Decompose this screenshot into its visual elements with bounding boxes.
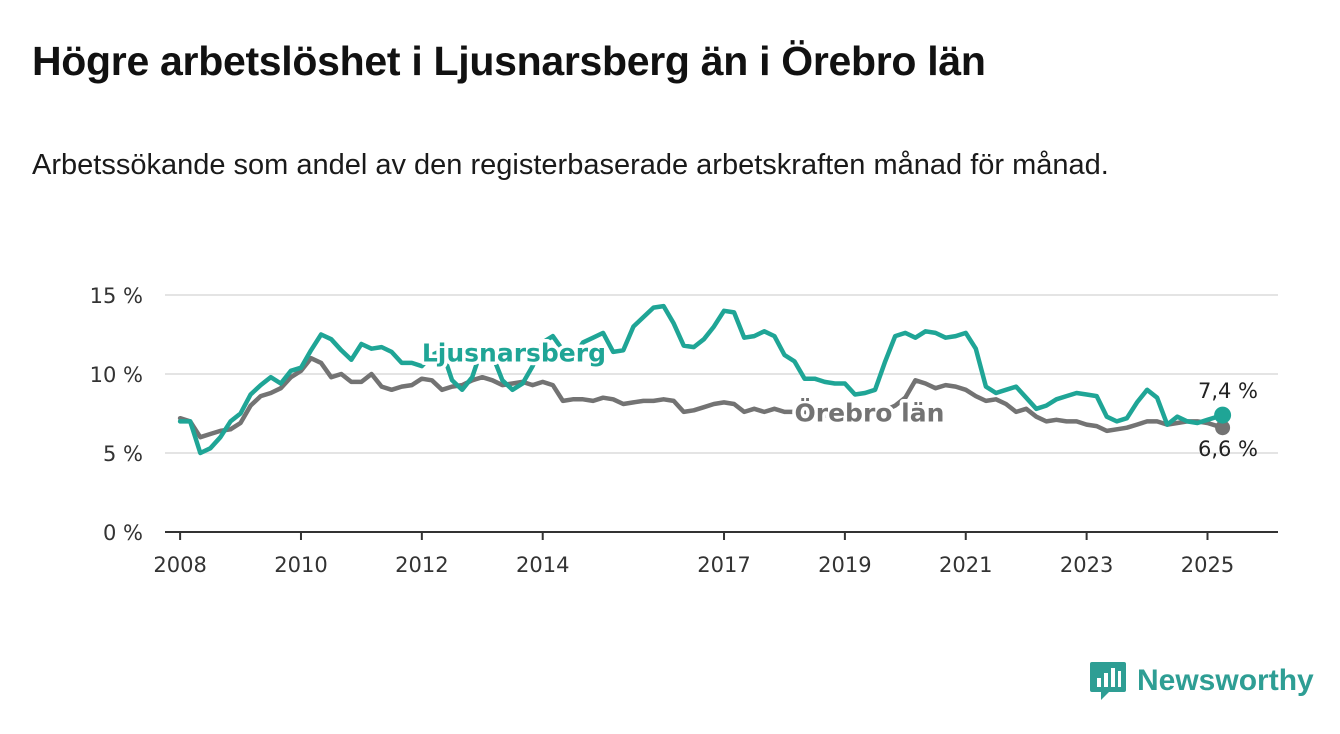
x-tick-label: 2014 <box>516 553 569 577</box>
x-tick-label: 2023 <box>1060 553 1113 577</box>
series-line <box>177 303 1225 456</box>
series-label: Ljusnarsberg <box>422 338 606 367</box>
x-tick-label: 2008 <box>153 553 206 577</box>
x-axis: 2008 2010 2012 2014 2017 2019 2021 2023 2025 <box>153 531 1278 577</box>
chart-gridlines <box>165 294 1278 454</box>
chart-labels: Ljusnarsberg Örebro län 7,4 % 6,6 % <box>418 335 1258 461</box>
newsworthy-logo: Newsworthy <box>1089 660 1314 702</box>
x-tick-label: 2025 <box>1181 553 1234 577</box>
y-tick-label: 5 % <box>103 442 143 466</box>
y-axis: 0 % 5 % 10 % 15 % <box>90 284 143 545</box>
y-tick-label: 0 % <box>103 521 143 545</box>
x-tick-label: 2017 <box>697 553 750 577</box>
y-tick-label: 10 % <box>90 363 143 387</box>
series-end-point <box>1214 406 1232 424</box>
chart-subtitle: Arbetssökande som andel av den registerb… <box>32 149 1109 181</box>
end-value-label: 7,4 % <box>1198 379 1258 403</box>
y-tick-label: 15 % <box>90 284 143 308</box>
x-tick-label: 2021 <box>939 553 992 577</box>
series-label: Örebro län <box>795 397 945 427</box>
chart-title: Högre arbetslöshet i Ljusnarsberg än i Ö… <box>32 38 986 84</box>
bar-chart-icon <box>1090 662 1126 700</box>
chart-series <box>177 303 1225 456</box>
end-value-label: 6,6 % <box>1198 437 1258 461</box>
line-chart: 0 %5 %10 %15 % 2008 2010 2012 2014 2017 2019 2… <box>90 284 1278 577</box>
x-tick-label: 2010 <box>274 553 327 577</box>
series-end-point <box>1215 420 1231 436</box>
x-tick-label: 2019 <box>818 553 871 577</box>
brand-name: Newsworthy <box>1137 664 1314 697</box>
x-tick-label: 2012 <box>395 553 448 577</box>
series-line <box>177 355 1225 440</box>
